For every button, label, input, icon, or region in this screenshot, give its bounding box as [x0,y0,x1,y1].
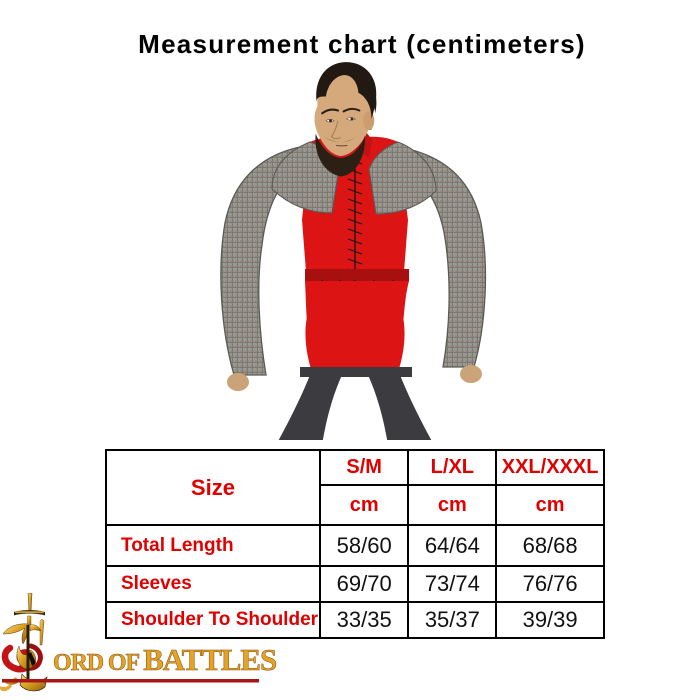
svg-text:ORD OF BATTLES: ORD OF BATTLES [53,642,276,677]
